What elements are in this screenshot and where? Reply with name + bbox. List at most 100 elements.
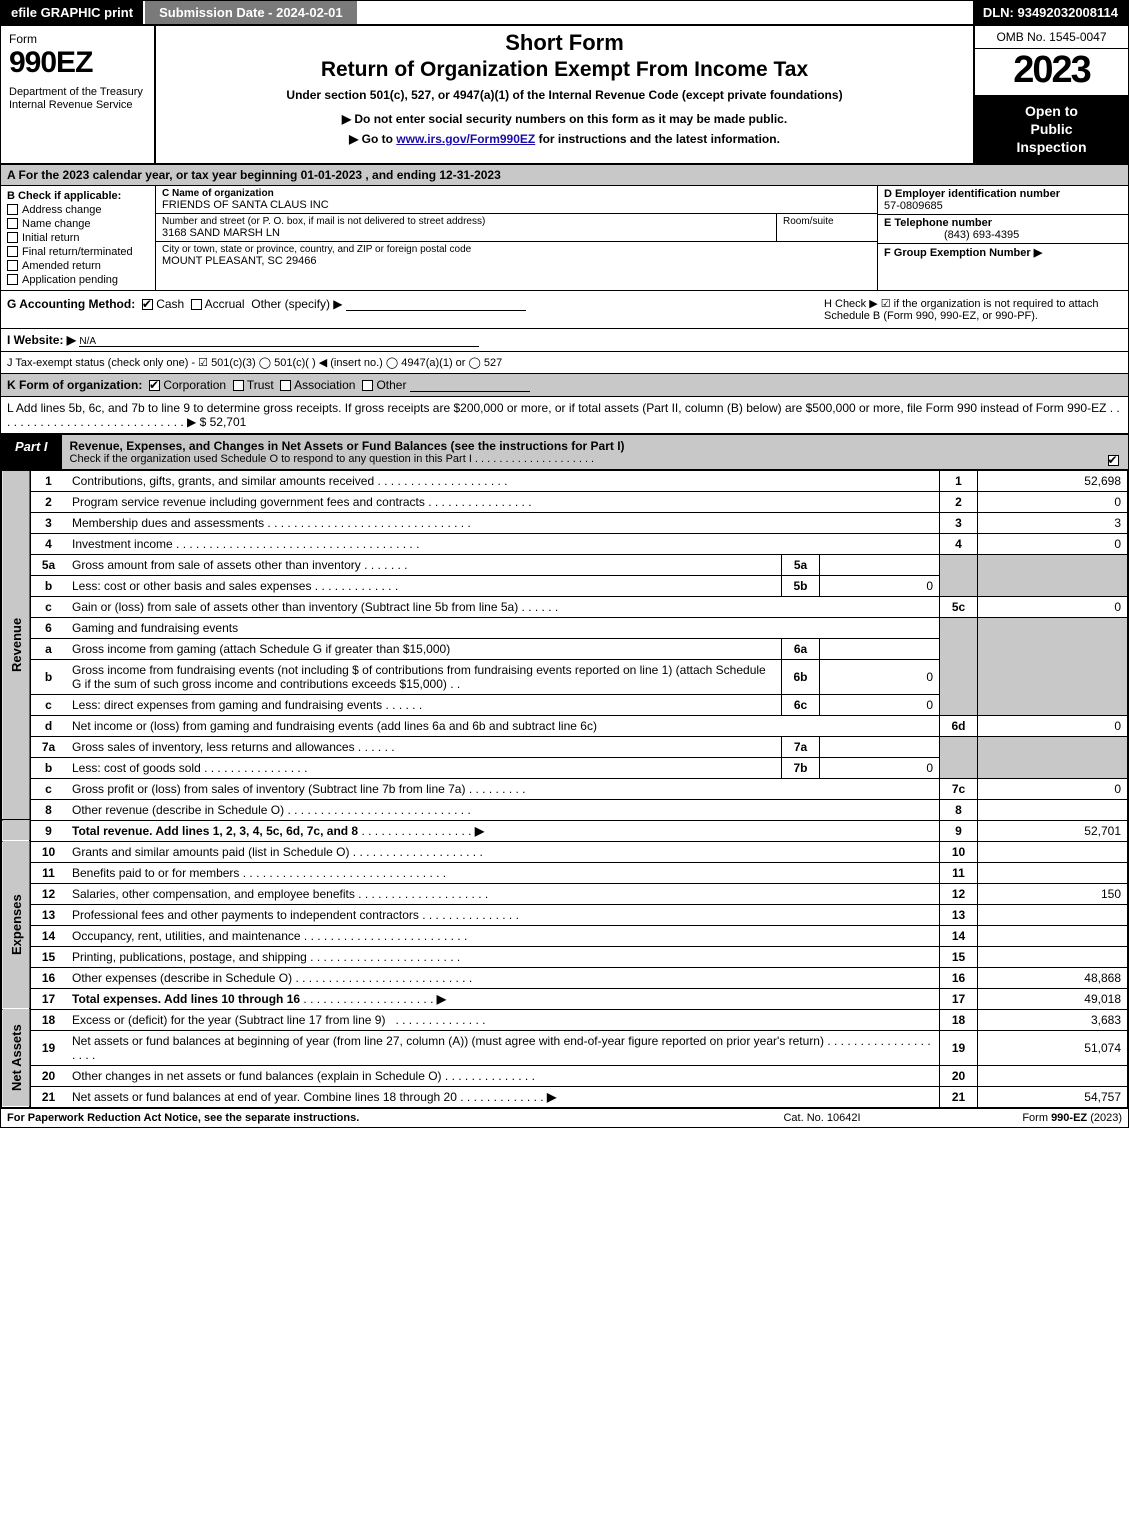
line-14-ref: 14 bbox=[940, 925, 978, 946]
line-2-num: 2 bbox=[30, 491, 66, 512]
line-6a-desc: Gross income from gaming (attach Schedul… bbox=[66, 638, 782, 659]
line-6a-subnum: 6a bbox=[782, 638, 820, 659]
side-expenses: Expenses bbox=[2, 841, 31, 1009]
line-3-desc: Membership dues and assessments bbox=[72, 516, 264, 530]
header-left: Form 990EZ Department of the Treasury In… bbox=[1, 26, 156, 163]
line-21-amt: 54,757 bbox=[978, 1086, 1128, 1107]
chk-final-return[interactable] bbox=[7, 246, 18, 257]
line-13-num: 13 bbox=[30, 904, 66, 925]
line-10-desc: Grants and similar amounts paid (list in… bbox=[72, 845, 349, 859]
line-7a-desc: Gross sales of inventory, less returns a… bbox=[72, 740, 355, 754]
dept-label: Department of the Treasury Internal Reve… bbox=[9, 86, 146, 112]
opt-other-org: Other bbox=[376, 378, 406, 392]
row-a-taxyear: A For the 2023 calendar year, or tax yea… bbox=[1, 165, 1128, 186]
line-15-ref: 15 bbox=[940, 946, 978, 967]
form-990ez-page: efile GRAPHIC print Submission Date - 20… bbox=[0, 0, 1129, 1128]
omb-number: OMB No. 1545-0047 bbox=[975, 26, 1128, 49]
subtitle: Under section 501(c), 527, or 4947(a)(1)… bbox=[166, 88, 963, 102]
chk-application-pending[interactable] bbox=[7, 274, 18, 285]
room-suite-label: Room/suite bbox=[777, 214, 877, 241]
line-4-amt: 0 bbox=[978, 533, 1128, 554]
line-13-ref: 13 bbox=[940, 904, 978, 925]
footer-right-pre: Form bbox=[1022, 1112, 1051, 1124]
tax-year: 2023 bbox=[975, 49, 1128, 96]
chk-cash[interactable] bbox=[142, 299, 153, 310]
chk-trust[interactable] bbox=[233, 380, 244, 391]
chk-amended-return[interactable] bbox=[7, 260, 18, 271]
line-11-amt bbox=[978, 862, 1128, 883]
line-11-ref: 11 bbox=[940, 862, 978, 883]
line-15-num: 15 bbox=[30, 946, 66, 967]
line-5a-subnum: 5a bbox=[782, 554, 820, 575]
line-6a-subval bbox=[820, 638, 940, 659]
street-value: 3168 SAND MARSH LN bbox=[162, 227, 770, 239]
d-ein-value: 57-0809685 bbox=[884, 200, 943, 212]
city-value: MOUNT PLEASANT, SC 29466 bbox=[162, 255, 871, 267]
line-3-ref: 3 bbox=[940, 512, 978, 533]
line-12-desc: Salaries, other compensation, and employ… bbox=[72, 887, 355, 901]
line-6c-subnum: 6c bbox=[782, 694, 820, 715]
line-5b-subval: 0 bbox=[820, 575, 940, 596]
spacer bbox=[357, 1, 973, 24]
line-6b-desc: Gross income from fundraising events (no… bbox=[72, 663, 766, 691]
line-18-ref: 18 bbox=[940, 1009, 978, 1030]
chk-schedule-o-used[interactable] bbox=[1108, 455, 1119, 466]
org-name: FRIENDS OF SANTA CLAUS INC bbox=[162, 199, 871, 211]
line-7a-num: 7a bbox=[30, 736, 66, 757]
line-7a-subnum: 7a bbox=[782, 736, 820, 757]
footer-right: Form 990-EZ (2023) bbox=[922, 1112, 1122, 1124]
other-specify-input[interactable] bbox=[346, 299, 526, 311]
other-org-input[interactable] bbox=[410, 380, 530, 392]
e-phone-label: E Telephone number bbox=[884, 217, 992, 229]
note2-pre: ▶ Go to bbox=[349, 132, 396, 146]
footer-center: Cat. No. 10642I bbox=[722, 1112, 922, 1124]
lbl-amended-return: Amended return bbox=[22, 260, 101, 272]
f-group-label: F Group Exemption Number ▶ bbox=[884, 247, 1042, 259]
line-17-desc: Total expenses. Add lines 10 through 16 bbox=[72, 992, 300, 1006]
line-19-ref: 19 bbox=[940, 1030, 978, 1065]
chk-corporation[interactable] bbox=[149, 380, 160, 391]
line-16-num: 16 bbox=[30, 967, 66, 988]
irs-link[interactable]: www.irs.gov/Form990EZ bbox=[396, 132, 535, 146]
shaded-5ab bbox=[940, 554, 978, 596]
d-ein-label: D Employer identification number bbox=[884, 188, 1060, 200]
line-21-desc: Net assets or fund balances at end of ye… bbox=[72, 1090, 457, 1104]
line-12-amt: 150 bbox=[978, 883, 1128, 904]
chk-name-change[interactable] bbox=[7, 218, 18, 229]
line-7c-ref: 7c bbox=[940, 778, 978, 799]
top-bar: efile GRAPHIC print Submission Date - 20… bbox=[1, 1, 1128, 26]
lbl-name-change: Name change bbox=[22, 218, 91, 230]
part-1-header: Part I Revenue, Expenses, and Changes in… bbox=[1, 435, 1128, 470]
line-4-ref: 4 bbox=[940, 533, 978, 554]
shaded-6abc bbox=[940, 617, 978, 715]
row-l: L Add lines 5b, 6c, and 7b to line 9 to … bbox=[1, 397, 1128, 435]
line-9-amt: 52,701 bbox=[978, 820, 1128, 841]
line-6d-amt: 0 bbox=[978, 715, 1128, 736]
chk-association[interactable] bbox=[280, 380, 291, 391]
form-number: 990EZ bbox=[9, 46, 146, 80]
line-7b-num: b bbox=[30, 757, 66, 778]
chk-accrual[interactable] bbox=[191, 299, 202, 310]
chk-initial-return[interactable] bbox=[7, 232, 18, 243]
short-form-title: Short Form bbox=[166, 30, 963, 56]
line-8-num: 8 bbox=[30, 799, 66, 820]
line-18-desc: Excess or (deficit) for the year (Subtra… bbox=[72, 1013, 385, 1027]
ssn-note: ▶ Do not enter social security numbers o… bbox=[166, 112, 963, 126]
line-3-amt: 3 bbox=[978, 512, 1128, 533]
header-right: OMB No. 1545-0047 2023 Open to Public In… bbox=[973, 26, 1128, 163]
chk-address-change[interactable] bbox=[7, 204, 18, 215]
line-5a-subval bbox=[820, 554, 940, 575]
line-18-amt: 3,683 bbox=[978, 1009, 1128, 1030]
line-5b-subnum: 5b bbox=[782, 575, 820, 596]
lines-table: Revenue 1 Contributions, gifts, grants, … bbox=[1, 470, 1128, 1108]
chk-other-org[interactable] bbox=[362, 380, 373, 391]
column-b: B Check if applicable: Address change Na… bbox=[1, 186, 156, 290]
inspection-badge: Open to Public Inspection bbox=[975, 96, 1128, 163]
line-11-num: 11 bbox=[30, 862, 66, 883]
line-17-ref: 17 bbox=[940, 988, 978, 1009]
efile-label[interactable]: efile GRAPHIC print bbox=[1, 1, 143, 24]
line-17-num: 17 bbox=[30, 988, 66, 1009]
line-6b-num: b bbox=[30, 659, 66, 694]
goto-note: ▶ Go to www.irs.gov/Form990EZ for instru… bbox=[166, 132, 963, 146]
line-20-amt bbox=[978, 1065, 1128, 1086]
